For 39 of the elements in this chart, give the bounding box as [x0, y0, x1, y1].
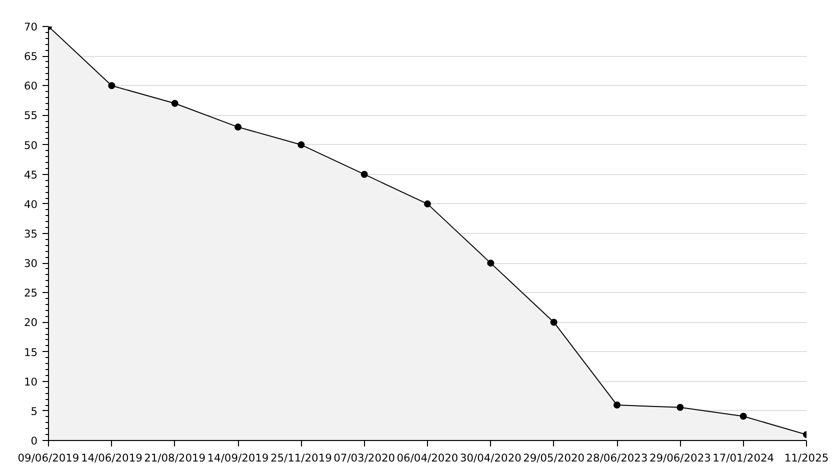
x-tick-label: 29/06/2023	[649, 452, 711, 464]
y-tick-label: 5	[30, 404, 38, 418]
x-tick-label: 21/08/2019	[144, 452, 206, 464]
point	[234, 124, 242, 131]
point	[740, 412, 747, 420]
y-tick-label: 60	[24, 80, 38, 93]
x-tick-label: 09/06/2019	[18, 452, 80, 464]
x-tick-label: 14/06/2019	[80, 452, 143, 464]
y-tick-label: 30	[24, 257, 38, 270]
y-tick-label: 10	[24, 375, 38, 388]
point	[487, 260, 494, 267]
y-tick-label: 55	[24, 109, 38, 122]
x-tick-label: 11/2025	[784, 452, 829, 464]
y-tick-label: 15	[24, 346, 38, 359]
x-tick-label: 30/04/2020	[460, 452, 522, 464]
y-tick-label: 0	[30, 434, 38, 448]
x-tick-label: 29/05/2020	[523, 452, 585, 464]
point	[424, 200, 431, 208]
y-tick-label: 50	[24, 138, 38, 152]
x-tick-label: 25/11/2019	[270, 452, 332, 464]
x-tick-label: 14/09/2019	[207, 452, 269, 464]
y-tick-label: 70	[24, 20, 38, 34]
x-tick-label: 06/04/2020	[396, 452, 458, 464]
point	[676, 404, 684, 411]
y-tick-label: 20	[24, 316, 38, 330]
x-tick-label: 28/06/2023	[586, 452, 648, 464]
point	[171, 100, 178, 107]
y-tick-label: 35	[24, 228, 38, 240]
y-tick-label: 45	[24, 168, 38, 182]
point	[298, 141, 305, 148]
point	[108, 82, 116, 90]
y-tick-label: 65	[24, 50, 38, 64]
y-tick-label: 25	[24, 286, 38, 300]
x-tick-label: 07/03/2020	[334, 452, 396, 464]
point	[614, 402, 620, 409]
point	[360, 170, 368, 178]
y-tick-label: 40	[24, 198, 38, 211]
x-tick-label: 17/01/2024	[712, 452, 774, 464]
point	[550, 318, 558, 326]
